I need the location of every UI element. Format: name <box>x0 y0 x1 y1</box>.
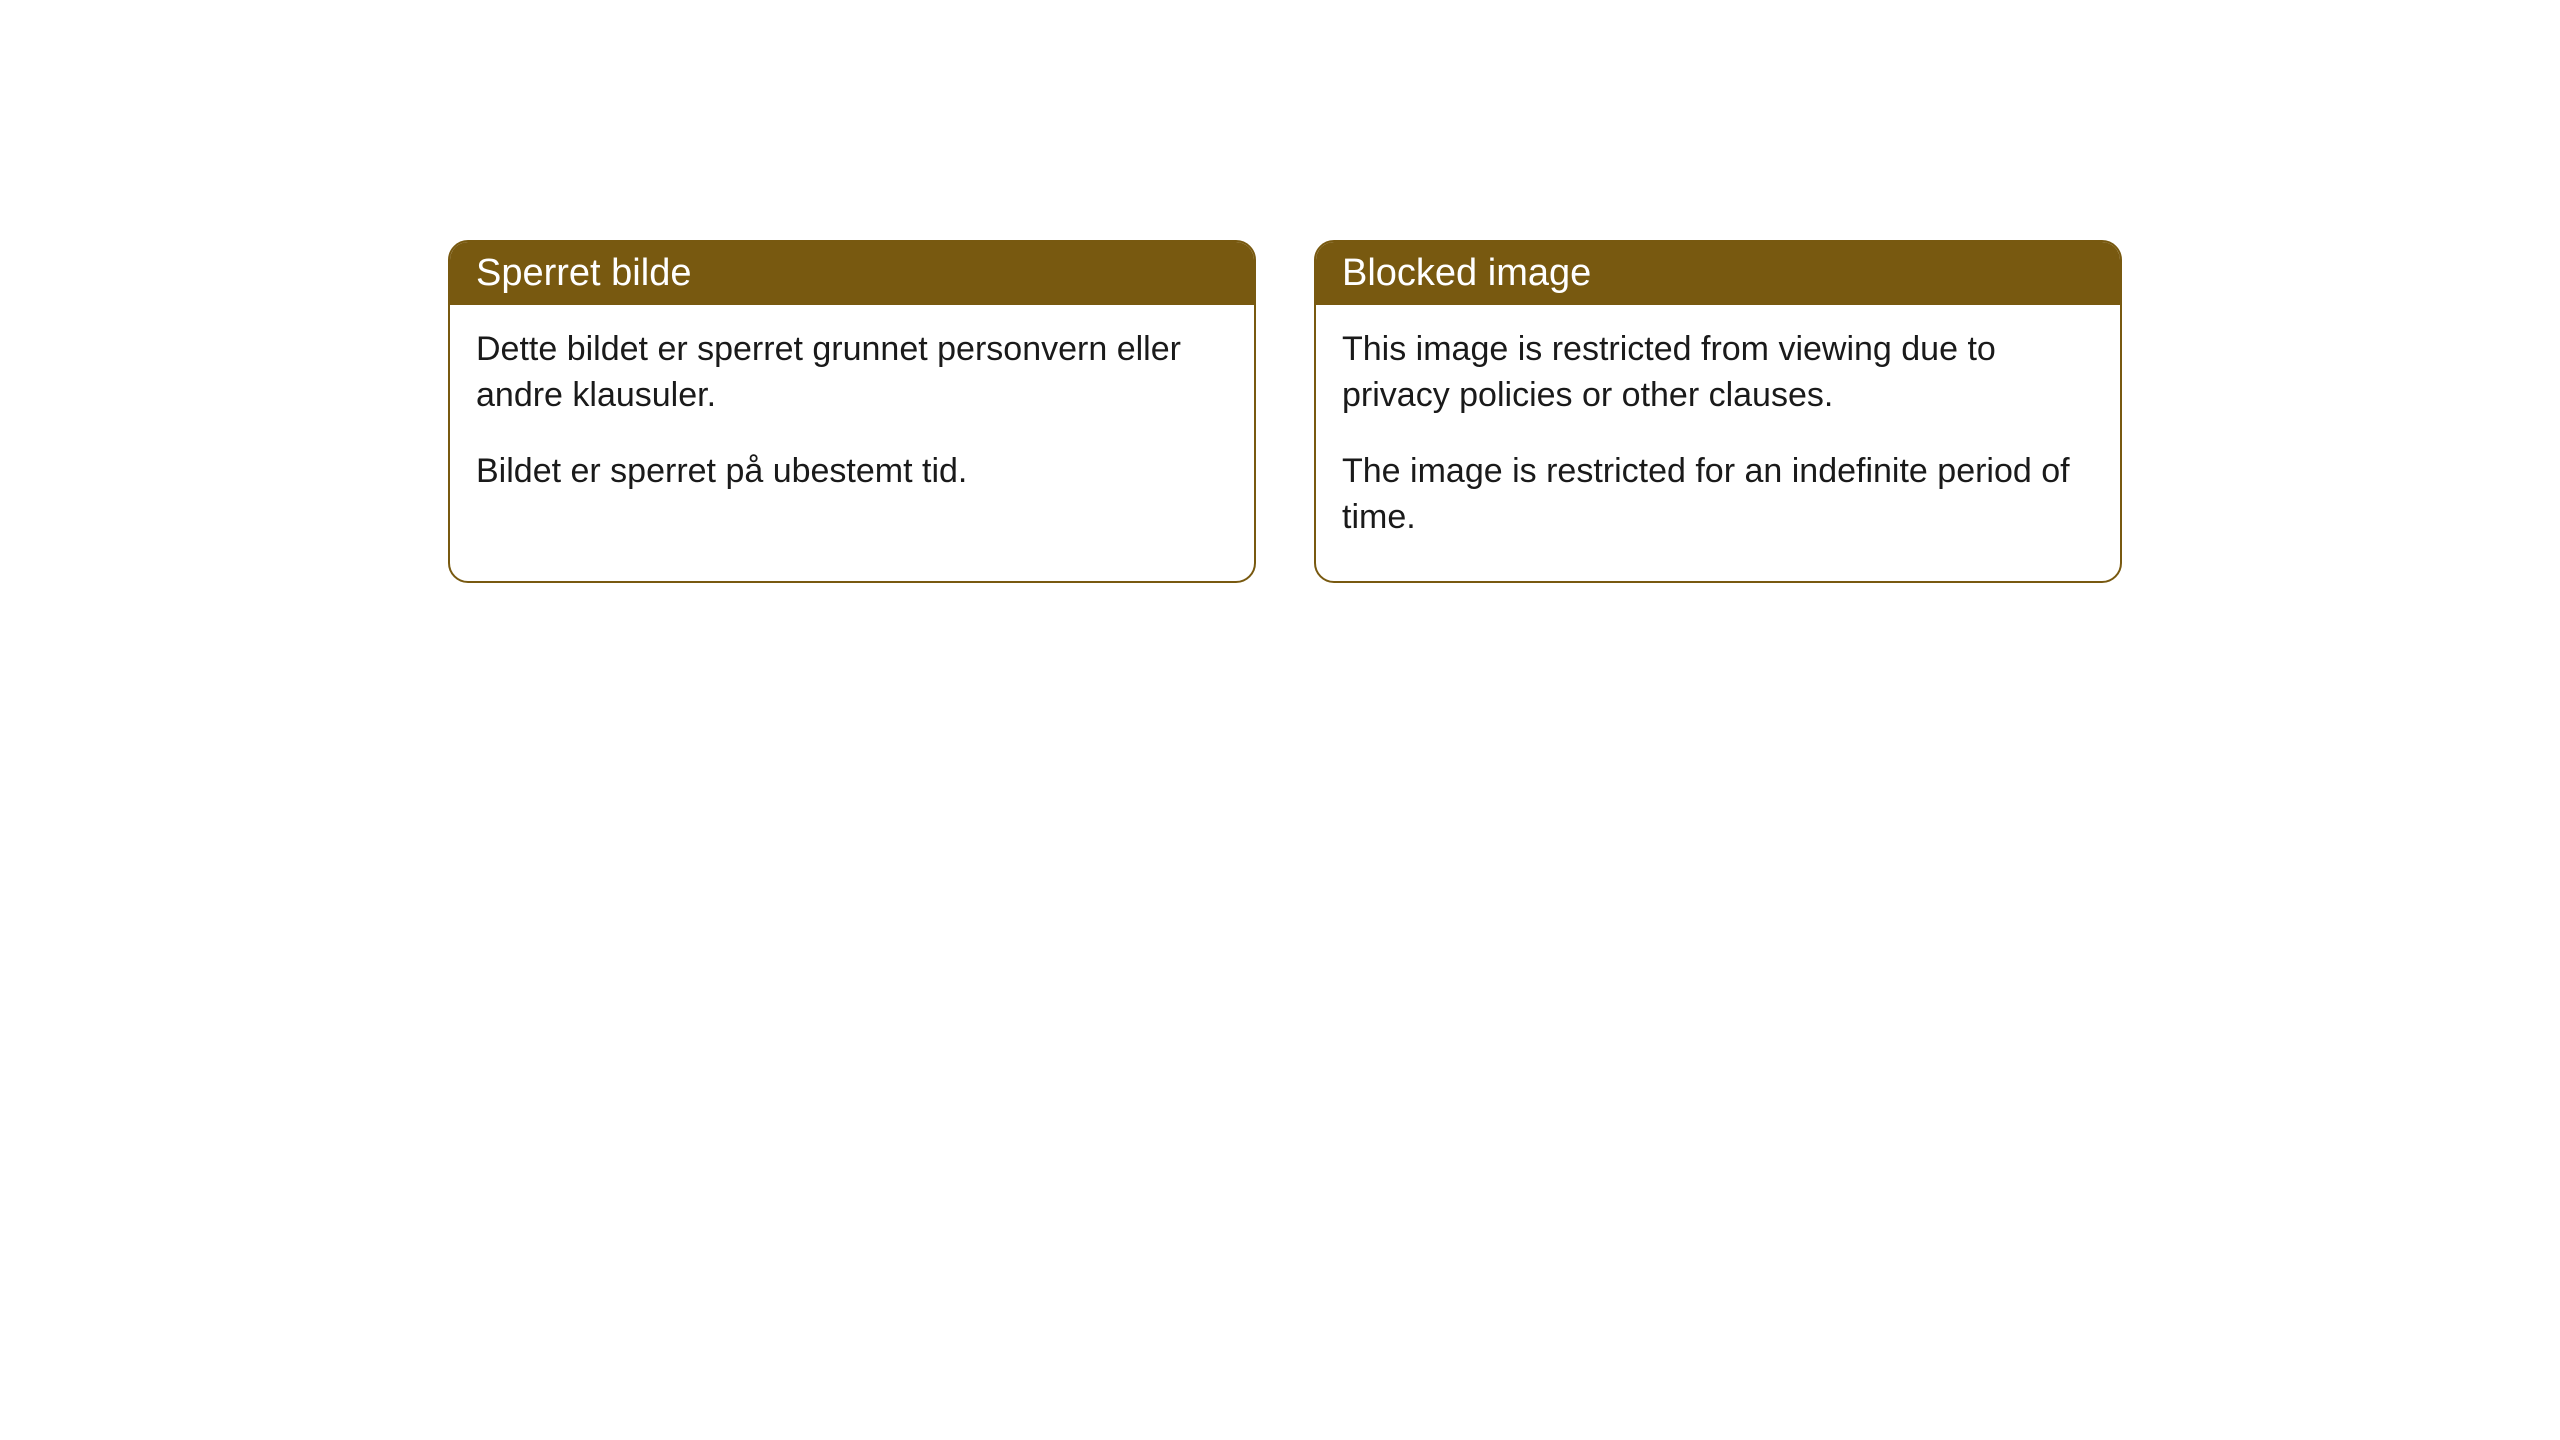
card-paragraph: This image is restricted from viewing du… <box>1342 327 2094 419</box>
card-paragraph: The image is restricted for an indefinit… <box>1342 449 2094 541</box>
cards-container: Sperret bilde Dette bildet er sperret gr… <box>448 240 2122 583</box>
card-paragraph: Bildet er sperret på ubestemt tid. <box>476 449 1228 495</box>
card-header: Sperret bilde <box>450 242 1254 305</box>
card-header: Blocked image <box>1316 242 2120 305</box>
card-body: Dette bildet er sperret grunnet personve… <box>450 305 1254 535</box>
card-paragraph: Dette bildet er sperret grunnet personve… <box>476 327 1228 419</box>
card-title: Sperret bilde <box>476 252 691 294</box>
blocked-image-card-english: Blocked image This image is restricted f… <box>1314 240 2122 583</box>
card-body: This image is restricted from viewing du… <box>1316 305 2120 581</box>
blocked-image-card-norwegian: Sperret bilde Dette bildet er sperret gr… <box>448 240 1256 583</box>
card-title: Blocked image <box>1342 252 1591 294</box>
